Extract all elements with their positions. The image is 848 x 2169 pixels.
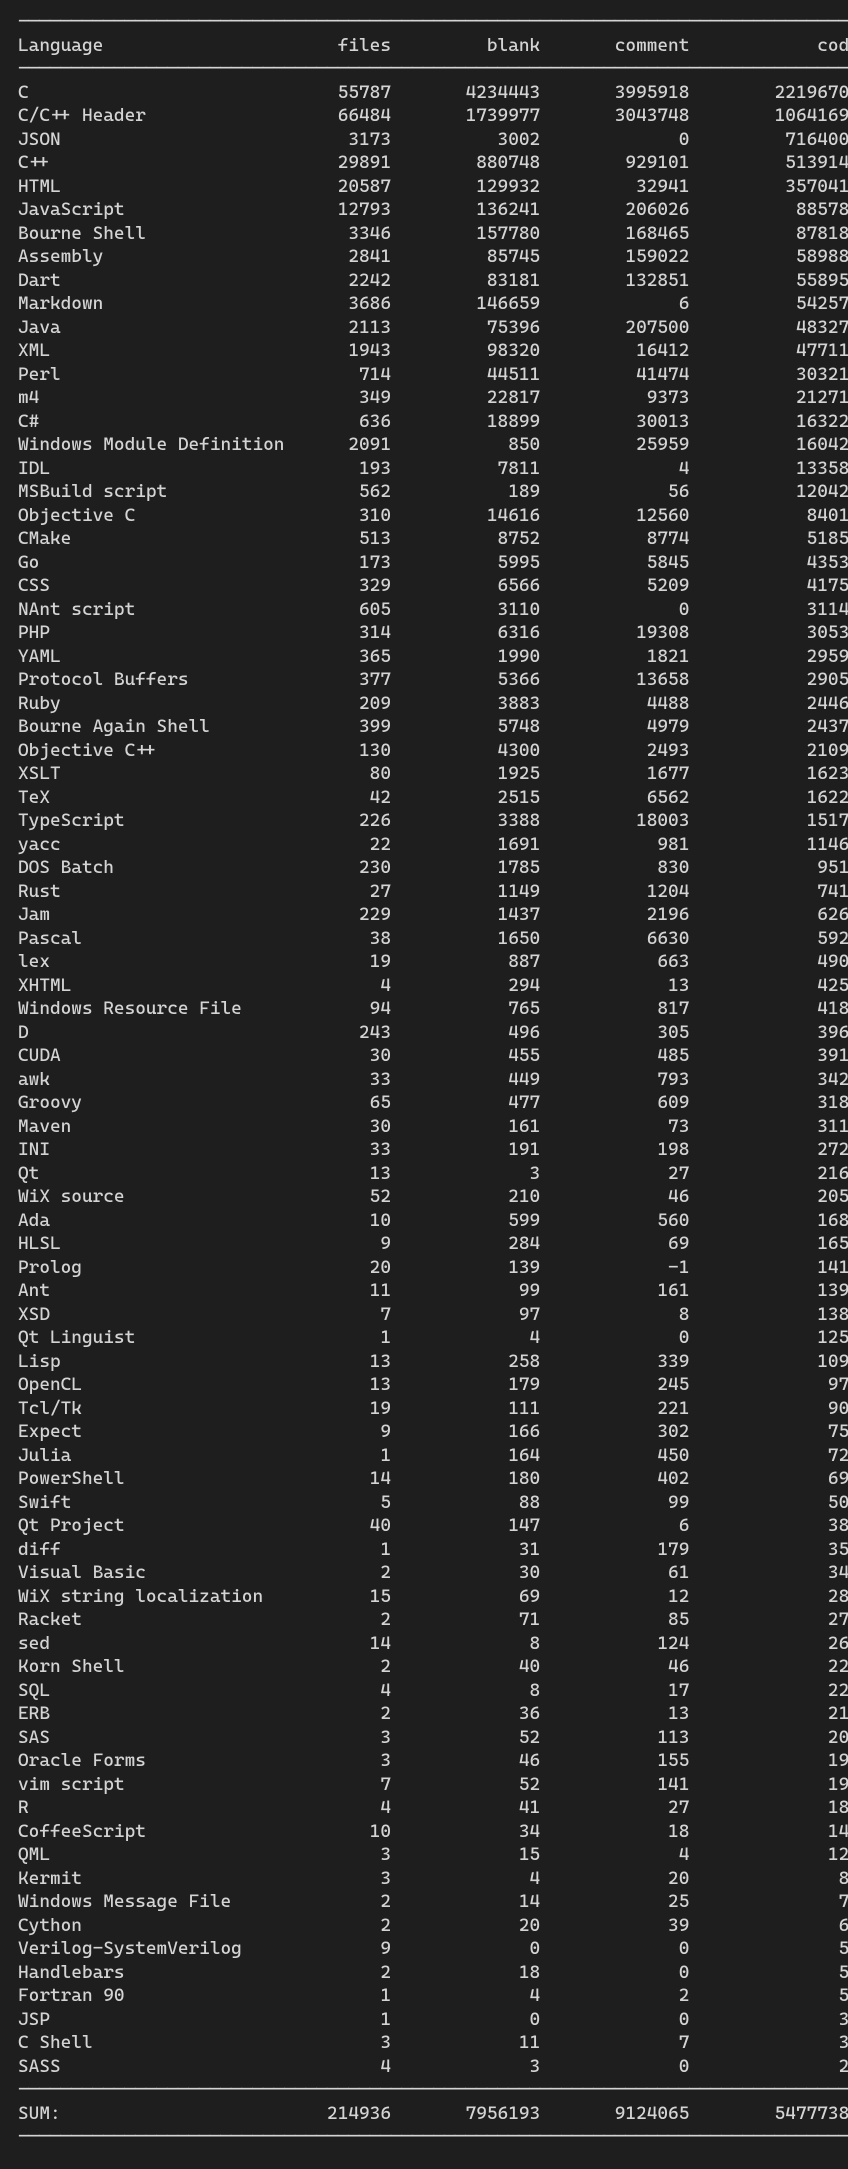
cloc-output: ----------------------------------------… (0, 0, 848, 2169)
